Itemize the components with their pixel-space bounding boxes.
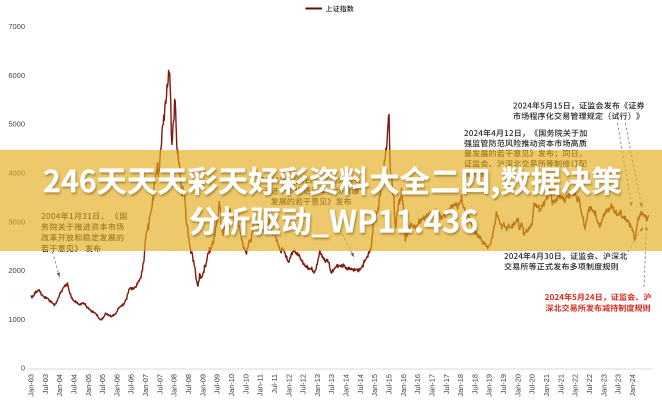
svg-text:Jul-16: Jul-16 — [413, 374, 422, 394]
svg-text:Jul-21: Jul-21 — [556, 374, 565, 394]
svg-text:1000: 1000 — [8, 315, 25, 324]
svg-text:Jan-07: Jan-07 — [141, 374, 150, 397]
svg-text:Jul-20: Jul-20 — [528, 374, 537, 394]
svg-text:Jul-07: Jul-07 — [155, 374, 164, 394]
svg-text:5000: 5000 — [8, 120, 25, 129]
svg-text:Jul-08: Jul-08 — [184, 374, 193, 394]
svg-text:Jan-19: Jan-19 — [485, 374, 494, 397]
svg-text:6000: 6000 — [8, 71, 25, 80]
svg-text:Jan-23: Jan-23 — [599, 374, 608, 397]
svg-text:Jul-11: Jul-11 — [270, 374, 279, 394]
svg-text:Jan-04: Jan-04 — [55, 374, 64, 397]
svg-text:Jul-03: Jul-03 — [41, 374, 50, 394]
svg-text:Jan-15: Jan-15 — [370, 374, 379, 397]
svg-text:Jan-14: Jan-14 — [342, 374, 351, 397]
svg-text:Jul-18: Jul-18 — [470, 374, 479, 394]
svg-text:Jan-08: Jan-08 — [170, 374, 179, 397]
svg-text:Jul-09: Jul-09 — [213, 374, 222, 394]
svg-text:Jul-12: Jul-12 — [299, 374, 308, 394]
svg-text:Jan-24: Jan-24 — [628, 374, 637, 397]
svg-text:Jan-22: Jan-22 — [571, 374, 580, 397]
svg-text:Jan-18: Jan-18 — [456, 374, 465, 397]
svg-text:Jan-11: Jan-11 — [256, 374, 265, 396]
svg-text:Jul-10: Jul-10 — [241, 374, 250, 394]
svg-text:Jan-12: Jan-12 — [284, 374, 293, 397]
svg-text:Jan-10: Jan-10 — [227, 374, 236, 397]
svg-text:Jul-05: Jul-05 — [98, 374, 107, 394]
svg-text:Jan-09: Jan-09 — [198, 374, 207, 397]
svg-text:Jan-16: Jan-16 — [399, 374, 408, 397]
svg-text:Jan-17: Jan-17 — [428, 374, 437, 397]
svg-text:Jul-06: Jul-06 — [127, 374, 136, 394]
svg-text:Jan-21: Jan-21 — [542, 374, 551, 397]
svg-text:Jan-13: Jan-13 — [313, 374, 322, 397]
svg-text:Jul-13: Jul-13 — [327, 374, 336, 394]
svg-text:2000: 2000 — [8, 266, 25, 275]
svg-text:Jan-20: Jan-20 — [513, 374, 522, 397]
svg-text:Jul-04: Jul-04 — [70, 374, 79, 394]
svg-text:Jul-17: Jul-17 — [442, 374, 451, 394]
svg-text:Jul-22: Jul-22 — [585, 374, 594, 394]
svg-text:Jul-14: Jul-14 — [356, 374, 365, 394]
svg-text:Jul-19: Jul-19 — [499, 374, 508, 394]
svg-text:Jan-05: Jan-05 — [84, 374, 93, 397]
svg-text:Jul-23: Jul-23 — [614, 374, 623, 394]
svg-text:Jul-15: Jul-15 — [385, 374, 394, 394]
svg-text:Jan-03: Jan-03 — [27, 374, 36, 397]
svg-text:Jan-06: Jan-06 — [112, 374, 121, 397]
svg-text:0: 0 — [21, 364, 25, 373]
svg-text:7000: 7000 — [8, 22, 25, 31]
